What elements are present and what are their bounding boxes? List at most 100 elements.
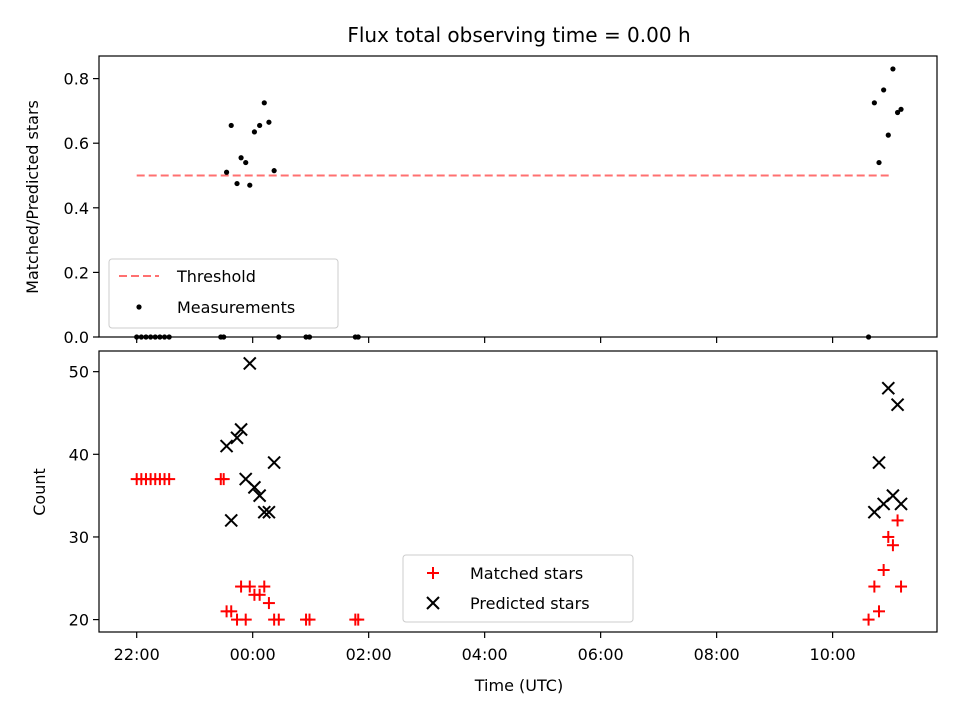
matched-star-point [882,530,895,543]
legend-measurements-label: Measurements [177,298,295,317]
bottom-y-tick-label: 30 [69,528,89,547]
predicted-star-point [262,505,276,519]
measurement-point [881,87,887,93]
matched-star-point [895,580,908,593]
predicted-star-point [890,398,905,412]
top-legend: Threshold Measurements [108,258,339,329]
predicted-star-point [257,505,271,519]
measurement-point [251,129,258,135]
bottom-y-tick-label: 50 [69,363,89,382]
measurement-point [890,66,896,72]
measurement-point [223,169,230,175]
predicted-star-stroke-b [881,381,895,395]
x-tick-label: 04:00 [462,645,508,664]
matched-star-point [225,605,238,618]
legend-predicted-marker [426,596,440,610]
predicted-star-stroke-b [247,480,262,495]
predicted-star-stroke-b [230,431,244,445]
top-plot-frame [98,55,938,338]
x-tick-label: 06:00 [578,645,624,664]
x-tick-label: 02:00 [346,645,392,664]
predicted-star-point [230,431,244,445]
matched-star-point [891,514,904,527]
matched-star-point [217,473,230,486]
matched-star-point [262,597,275,610]
predicted-star-stroke-b [886,488,900,503]
measurement-point [238,155,244,161]
predicted-star-stroke-b [257,505,271,519]
measurement-point [894,109,901,116]
legend-measurements-marker [136,304,142,310]
predicted-star-point [247,480,262,495]
measurement-point [271,168,277,174]
predicted-star-stroke-b [262,505,276,519]
predicted-star-point [872,455,886,470]
matched-star-point [877,564,890,577]
predicted-star-stroke-b [243,356,257,371]
predicted-star-stroke-b [890,398,905,412]
predicted-star-point [234,422,248,437]
predicted-star-stroke-b [252,488,267,503]
legend-threshold-label: Threshold [176,267,256,286]
predicted-star-point [252,488,267,503]
bottom-plot-frame [98,350,938,633]
top-y-tick-label: 0.2 [64,263,89,282]
legend-predicted-label: Predicted stars [470,594,590,613]
top-y-tick-label: 0.4 [64,199,89,218]
predicted-star-stroke-b [267,455,281,470]
bottom-panel: 20 30 40 50 22:00 00:00 02:00 04:00 06:00 08:00 1… [30,350,938,695]
matched-star-point [352,613,365,626]
measurement-point [228,122,234,129]
bottom-legend-box [402,554,634,623]
x-tick-label: 10:00 [810,645,856,664]
matched-star-point [886,539,899,552]
predicted-star-stroke-b [234,422,248,437]
predicted-star-point [243,356,257,371]
predicted-star-point [224,513,238,528]
matched-star-point [163,473,176,486]
matched-star-point [862,613,875,626]
matched-star-point [258,580,271,593]
x-tick-label: 22:00 [114,645,160,664]
matched-star-point [303,613,316,626]
measurement-point [257,122,263,129]
bottom-y-tick-label: 20 [69,611,89,630]
measurement-point [266,119,272,125]
predicted-star-stroke-b [224,513,238,528]
measurement-point [261,100,267,106]
chart-title: Flux total observing time = 0.00 h [347,23,690,47]
measurement-point [885,132,891,138]
predicted-star-stroke-b [872,455,886,470]
predicted-star-point [219,439,234,453]
measurement-point [898,106,904,112]
top-panel: 0.00.20.40.60.8 Matched/Predicted stars … [23,55,938,347]
bottom-y-axis-label: Count [30,468,49,516]
predicted-star-point [881,381,895,395]
matched-star-point [239,613,252,626]
measurement-point [243,159,249,166]
top-y-tick-label: 0.6 [64,134,89,153]
predicted-star-stroke-b [894,497,908,511]
legend-matched-marker [427,567,439,579]
matched-star-point [272,613,285,626]
legend-matched-label: Matched stars [470,564,583,583]
matched-star-point [868,580,881,593]
predicted-star-point [894,497,908,511]
matched-star-point [873,605,886,618]
predicted-star-point [267,455,281,470]
predicted-star-stroke-b [219,439,234,453]
measurement-point [247,182,253,188]
bottom-y-tick-label: 40 [69,445,89,464]
predicted-star-stroke-b [239,472,253,486]
x-axis-label: Time (UTC) [474,676,563,695]
x-tick-label: 00:00 [230,645,276,664]
top-y-tick-label: 0.8 [64,70,89,89]
top-y-axis-label: Matched/Predicted stars [23,100,42,294]
bottom-legend: Matched stars Predicted stars [402,554,634,623]
matched-star-point [253,588,266,601]
measurement-point [234,180,240,187]
matched-star-point [243,580,256,593]
measurement-point [871,100,877,106]
measurement-point [876,159,882,166]
